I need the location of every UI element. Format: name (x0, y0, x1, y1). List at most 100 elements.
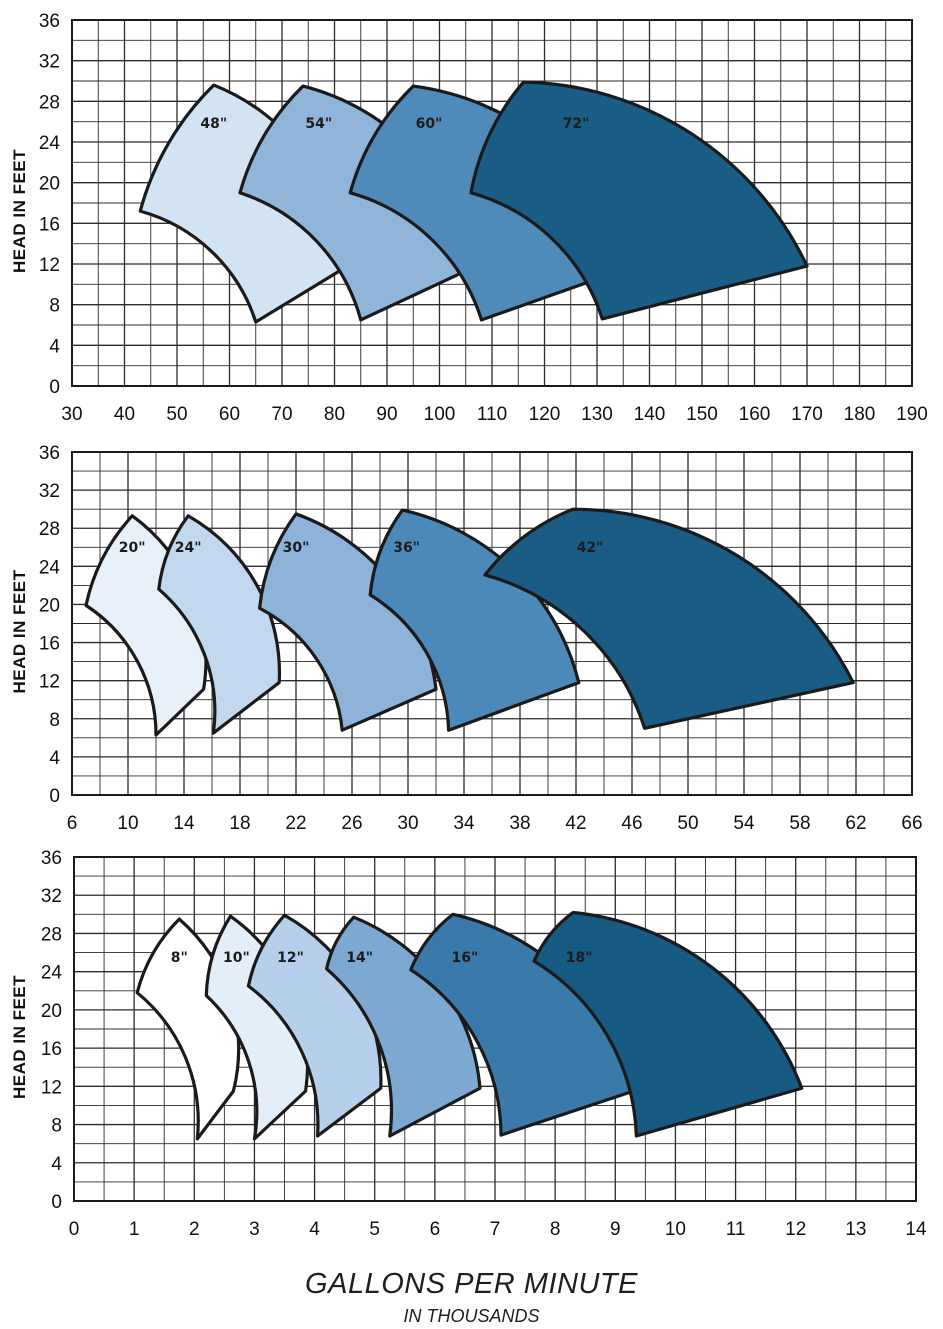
chart-panel-2: 20" 24" 30" 36" 42" 6 10 14 18 22 26 30 34 38 42 46 50 54… (10, 443, 923, 834)
diameter-label: 30" (283, 540, 310, 556)
curve-region-72in (469, 80, 809, 321)
x-tick-label: 34 (453, 813, 475, 834)
diameter-label: 54" (305, 116, 332, 132)
x-tick-label: 1 (129, 1219, 140, 1240)
x-tick-label: 90 (376, 404, 397, 425)
y-tick-label: 32 (39, 481, 60, 502)
x-tick-label: 140 (634, 404, 666, 425)
x-tick-label: 30 (61, 404, 82, 425)
x-tick-label: 120 (529, 404, 561, 425)
x-tick-label: 10 (665, 1219, 686, 1240)
y-tick-label: 0 (49, 377, 60, 398)
diameter-label: 12" (277, 950, 304, 966)
y-tick-label: 24 (39, 557, 61, 578)
x-tick-label: 50 (166, 404, 187, 425)
x-tick-label: 170 (791, 404, 823, 425)
diameter-label: 72" (563, 116, 590, 132)
x-tick-label: 9 (610, 1219, 621, 1240)
x-tick-label: 180 (844, 404, 876, 425)
x-tick-label: 46 (621, 813, 642, 834)
x-tick-label: 22 (285, 813, 306, 834)
x-tick-label: 11 (726, 1219, 746, 1240)
y-tick-label: 0 (51, 1192, 62, 1213)
plot-frame (71, 451, 913, 796)
diameter-label: 36" (393, 540, 420, 556)
y-tick-label: 36 (41, 848, 62, 869)
x-tick-label: 12 (785, 1219, 806, 1240)
y-tick-label: 24 (39, 133, 61, 154)
x-tick-label: 0 (69, 1219, 80, 1240)
x-tick-label: 130 (581, 404, 613, 425)
curve-region-36in (368, 508, 581, 732)
x-tick-label: 14 (905, 1219, 927, 1240)
diameter-label: 18" (566, 950, 593, 966)
y-tick-label: 16 (39, 214, 60, 235)
x-tick-label: 160 (739, 404, 771, 425)
chart-panel-3: 8" 10" 12" 14" 16" 18"0 1 2 3 4 5 6 7 8 9 10 11 12 13 14048… (10, 848, 927, 1240)
y-tick-label: 8 (49, 296, 60, 317)
x-tick-label: 60 (219, 404, 240, 425)
x-tick-label: 40 (114, 404, 135, 425)
x-tick-label: 6 (430, 1219, 441, 1240)
x-tick-label: 10 (117, 813, 138, 834)
x-tick-label: 58 (789, 813, 810, 834)
diameter-label: 60" (416, 116, 443, 132)
y-tick-label: 12 (39, 672, 60, 693)
y-tick-label: 12 (39, 255, 60, 276)
x-tick-label: 18 (229, 813, 250, 834)
y-tick-label: 28 (39, 92, 60, 113)
x-tick-label: 110 (477, 404, 507, 425)
diameter-label: 14" (346, 950, 373, 966)
x-tick-label: 50 (677, 813, 698, 834)
x-tick-label: 66 (901, 813, 922, 834)
x-tick-label: 8 (550, 1219, 561, 1240)
y-tick-label: 32 (39, 52, 60, 73)
x-axis-subtitle: IN THOUSANDS (403, 1306, 540, 1326)
diameter-label: 48" (200, 116, 227, 132)
x-tick-label: 100 (424, 404, 456, 425)
x-tick-label: 150 (686, 404, 718, 425)
y-tick-label: 20 (41, 1001, 62, 1022)
curve-region-24in (157, 514, 282, 735)
y-tick-label: 28 (41, 924, 62, 945)
y-tick-label: 16 (39, 634, 60, 655)
y-tick-label: 36 (39, 443, 60, 464)
y-tick-label: 0 (49, 786, 60, 807)
chart-panel-1: 48" 54" 60" 72"30 40 50 60 70 80 90 100 110 120 130 14… (10, 11, 928, 425)
x-tick-label: 5 (369, 1219, 380, 1240)
x-tick-label: 42 (565, 813, 586, 834)
y-tick-label: 24 (41, 963, 63, 984)
y-tick-label: 28 (39, 519, 60, 540)
curve-region-30in (258, 512, 438, 732)
x-tick-label: 2 (189, 1219, 200, 1240)
x-tick-label: 6 (67, 813, 78, 834)
x-tick-label: 26 (341, 813, 362, 834)
y-tick-label: 4 (49, 748, 60, 769)
x-axis-title: GALLONS PER MINUTE (305, 1268, 638, 1300)
y-axis-label: HEAD IN FEET (10, 975, 29, 1099)
y-tick-label: 4 (51, 1154, 62, 1175)
y-axis-label: HEAD IN FEET (10, 569, 29, 693)
x-tick-label: 190 (896, 404, 928, 425)
y-tick-label: 36 (39, 11, 60, 32)
x-tick-label: 13 (845, 1219, 866, 1240)
x-tick-label: 70 (271, 404, 292, 425)
x-tick-label: 3 (249, 1219, 260, 1240)
diameter-label: 16" (452, 950, 479, 966)
y-tick-label: 4 (49, 336, 60, 357)
x-tick-label: 38 (509, 813, 530, 834)
y-tick-label: 8 (51, 1116, 62, 1137)
y-tick-label: 16 (41, 1039, 62, 1060)
y-tick-label: 12 (41, 1077, 62, 1098)
x-tick-label: 62 (845, 813, 866, 834)
x-tick-label: 54 (733, 813, 755, 834)
x-tick-label: 80 (324, 404, 345, 425)
x-tick-label: 30 (397, 813, 418, 834)
diameter-label: 24" (175, 540, 202, 556)
y-tick-label: 32 (41, 886, 62, 907)
curve-region-42in (483, 507, 855, 730)
x-tick-label: 14 (173, 813, 195, 834)
y-tick-label: 20 (39, 595, 60, 616)
diameter-label: 20" (119, 540, 146, 556)
